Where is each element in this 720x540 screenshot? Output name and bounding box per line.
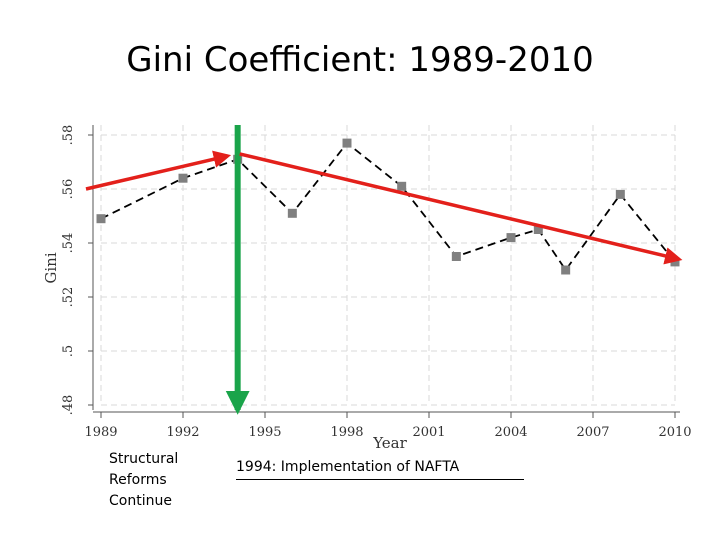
data-point-marker bbox=[178, 173, 188, 183]
y-tick-label: .58 bbox=[61, 125, 76, 146]
nafta-note: 1994: Implementation of NAFTA bbox=[236, 457, 524, 480]
nafta-note-text: 1994: Implementation of NAFTA bbox=[236, 459, 460, 475]
structural-reforms-note: Structural Reforms Continue bbox=[109, 449, 219, 512]
y-tick-label: .48 bbox=[61, 395, 76, 416]
x-tick-label: 1992 bbox=[166, 425, 199, 440]
data-point-marker bbox=[561, 265, 571, 275]
x-tick-label: 2007 bbox=[576, 425, 609, 440]
x-tick-label: 1995 bbox=[248, 425, 281, 440]
x-tick-label: 2001 bbox=[412, 425, 445, 440]
x-tick-label: 1998 bbox=[330, 425, 363, 440]
x-axis-label: Year bbox=[372, 434, 407, 452]
note-line: Reforms bbox=[109, 472, 167, 488]
y-axis-label: Gini bbox=[42, 252, 60, 283]
annotations bbox=[85, 125, 683, 415]
y-tick-label: .5 bbox=[61, 345, 76, 357]
slide-title: Gini Coefficient: 1989-2010 bbox=[126, 40, 594, 80]
data-points bbox=[96, 138, 680, 275]
data-point-marker bbox=[397, 181, 407, 191]
gini-series-line bbox=[100, 141, 676, 272]
series-line bbox=[100, 141, 676, 272]
note-line: Structural bbox=[109, 451, 179, 467]
data-point-marker bbox=[615, 189, 625, 199]
y-tick-label: .56 bbox=[61, 179, 76, 200]
x-tick-label: 1989 bbox=[84, 425, 117, 440]
data-point-marker bbox=[506, 233, 516, 243]
note-line: Continue bbox=[109, 493, 172, 509]
trend-up-arrow bbox=[85, 150, 232, 191]
data-point-marker bbox=[96, 214, 106, 224]
data-point-marker bbox=[342, 138, 352, 148]
trend-down-arrow bbox=[239, 152, 683, 265]
x-tick-label: 2010 bbox=[658, 425, 691, 440]
y-tick-label: .52 bbox=[61, 287, 76, 308]
data-point-marker bbox=[533, 225, 543, 234]
data-point-marker bbox=[451, 252, 461, 261]
tick-labels: .48 .5 .52 .54 .56 .58 1989 1992 1995 1998 2001 200… bbox=[61, 125, 692, 440]
y-tick-label: .54 bbox=[61, 233, 76, 254]
data-point-marker bbox=[287, 208, 297, 218]
x-tick-label: 2004 bbox=[494, 425, 527, 440]
axes bbox=[88, 125, 680, 418]
